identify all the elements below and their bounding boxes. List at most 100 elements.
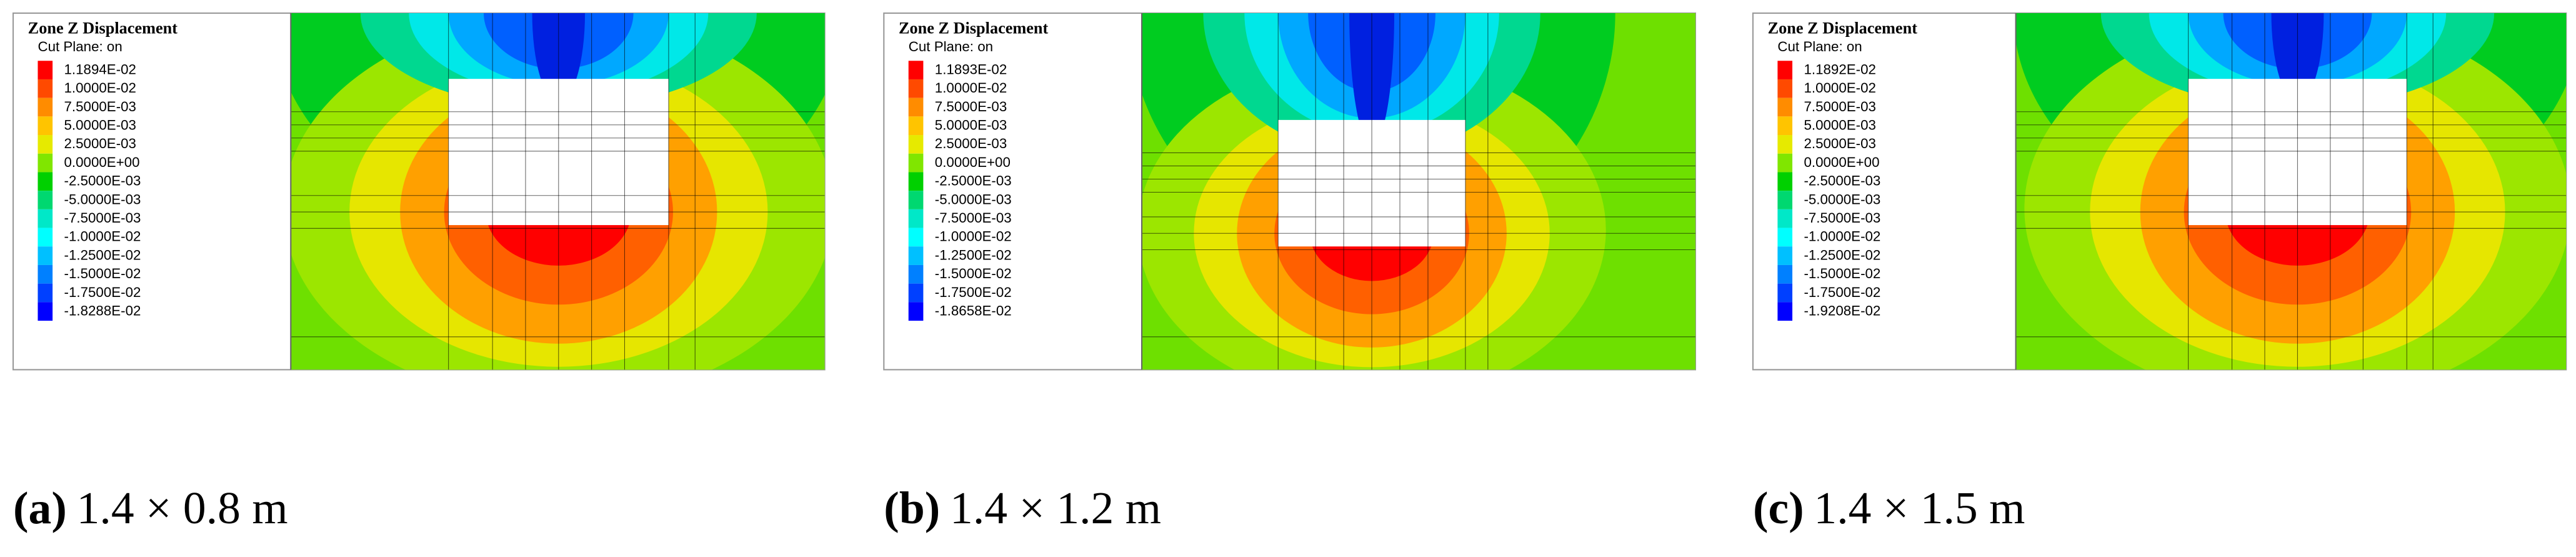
legend-subtitle: Cut Plane: on bbox=[909, 39, 993, 54]
caption-label: (a) bbox=[13, 482, 67, 533]
legend-swatch bbox=[1777, 228, 1793, 247]
contour-plot bbox=[2015, 13, 2567, 370]
legend-label: -2.5000E-03 bbox=[1804, 173, 1880, 189]
legend-label: 1.1892E-02 bbox=[1804, 61, 1875, 77]
legend-label: -1.7500E-02 bbox=[1804, 284, 1880, 300]
legend-swatch bbox=[37, 61, 53, 79]
caption-text: 1.4 × 1.5 m bbox=[1814, 482, 2025, 533]
legend-label: -1.8658E-02 bbox=[935, 303, 1012, 318]
legend-swatch bbox=[1777, 302, 1793, 321]
legend-swatch bbox=[1777, 191, 1793, 209]
legend-swatch bbox=[1777, 153, 1793, 173]
panel: Zone Z Displacement Cut Plane: on 1.1894E-… bbox=[12, 12, 826, 533]
legend-swatch bbox=[37, 116, 53, 136]
legend-label: -1.2500E-02 bbox=[64, 247, 141, 263]
legend-swatch bbox=[908, 135, 924, 154]
legend-label: -7.5000E-03 bbox=[64, 210, 141, 226]
contour-plot bbox=[291, 13, 825, 370]
legend-subtitle: Cut Plane: on bbox=[37, 39, 122, 54]
legend-title: Zone Z Displacement bbox=[28, 19, 178, 37]
legend-swatch bbox=[908, 228, 924, 247]
legend-label: -2.5000E-03 bbox=[64, 173, 141, 189]
legend-swatch bbox=[908, 172, 924, 191]
legend-swatch bbox=[1777, 79, 1793, 98]
legend-label: 5.0000E-03 bbox=[935, 117, 1007, 133]
legend-swatch bbox=[37, 135, 53, 154]
legend-label: 0.0000E+00 bbox=[64, 154, 140, 170]
legend-label: 1.1893E-02 bbox=[935, 61, 1007, 77]
legend-label: -1.5000E-02 bbox=[935, 266, 1012, 281]
legend-swatch bbox=[1777, 98, 1793, 117]
legend-label: -5.0000E-03 bbox=[935, 191, 1012, 207]
legend-swatch bbox=[1777, 172, 1793, 191]
legend-label: -1.8288E-02 bbox=[64, 303, 141, 318]
legend-label: -1.0000E-02 bbox=[64, 229, 141, 244]
legend-swatch bbox=[37, 172, 53, 191]
legend-label: -1.5000E-02 bbox=[1804, 266, 1880, 281]
legend-swatch bbox=[1777, 135, 1793, 154]
caption: (a) 1.4 × 0.8 m bbox=[13, 482, 288, 533]
legend-swatch bbox=[1777, 264, 1793, 284]
legend-label: -1.9208E-02 bbox=[1804, 303, 1880, 318]
legend-swatch bbox=[1777, 209, 1793, 228]
caption-text: 1.4 × 1.2 m bbox=[950, 482, 1161, 533]
legend-label: 5.0000E-03 bbox=[64, 117, 136, 133]
legend-label: 2.5000E-03 bbox=[1804, 136, 1875, 151]
legend-swatch bbox=[37, 283, 53, 303]
legend-swatch bbox=[908, 302, 924, 321]
legend-label: 1.0000E-02 bbox=[1804, 80, 1875, 96]
legend-label: -7.5000E-03 bbox=[935, 210, 1012, 226]
legend-swatch bbox=[908, 283, 924, 303]
caption: (b) 1.4 × 1.2 m bbox=[884, 482, 1161, 533]
legend-swatch bbox=[908, 116, 924, 136]
legend-title: Zone Z Displacement bbox=[1768, 19, 1918, 37]
legend-swatch bbox=[37, 302, 53, 321]
legend-label: 1.0000E-02 bbox=[64, 80, 136, 96]
legend-label: -5.0000E-03 bbox=[1804, 191, 1880, 207]
legend-title: Zone Z Displacement bbox=[899, 19, 1049, 37]
legend-label: -1.2500E-02 bbox=[1804, 247, 1880, 263]
legend-label: 0.0000E+00 bbox=[935, 154, 1011, 170]
legend-label: 7.5000E-03 bbox=[935, 99, 1007, 114]
legend-swatch bbox=[37, 153, 53, 173]
legend-label: -1.0000E-02 bbox=[1804, 229, 1880, 244]
legend-subtitle: Cut Plane: on bbox=[1777, 39, 1862, 54]
legend-label: 1.1894E-02 bbox=[64, 61, 136, 77]
legend-label: -1.7500E-02 bbox=[64, 284, 141, 300]
legend-swatch bbox=[908, 98, 924, 117]
legend-swatch bbox=[1777, 246, 1793, 265]
legend-swatch bbox=[908, 209, 924, 228]
caption: (c) 1.4 × 1.5 m bbox=[1753, 482, 2025, 533]
legend-label: -1.7500E-02 bbox=[935, 284, 1012, 300]
legend-swatch bbox=[37, 191, 53, 209]
legend-swatch bbox=[908, 246, 924, 265]
contour-plot bbox=[1142, 13, 1695, 370]
caption-text: 1.4 × 0.8 m bbox=[77, 482, 288, 533]
legend-swatch bbox=[37, 246, 53, 265]
legend-label: 2.5000E-03 bbox=[64, 136, 136, 151]
legend-swatch bbox=[908, 79, 924, 98]
legend-swatch bbox=[37, 79, 53, 98]
legend-label: -7.5000E-03 bbox=[1804, 210, 1880, 226]
legend-label: 2.5000E-03 bbox=[935, 136, 1007, 151]
panel: Zone Z Displacement Cut Plane: on 1.1892E-… bbox=[1752, 12, 2567, 533]
legend-swatch bbox=[37, 264, 53, 284]
legend-swatch bbox=[1777, 61, 1793, 79]
caption-label: (b) bbox=[884, 482, 940, 533]
legend-swatch bbox=[908, 61, 924, 79]
legend-label: 7.5000E-03 bbox=[1804, 99, 1875, 114]
legend-label: -2.5000E-03 bbox=[935, 173, 1012, 189]
legend-swatch bbox=[1777, 283, 1793, 303]
legend-swatch bbox=[908, 191, 924, 209]
legend-label: 1.0000E-02 bbox=[935, 80, 1007, 96]
legend-label: -5.0000E-03 bbox=[64, 191, 141, 207]
legend-label: 5.0000E-03 bbox=[1804, 117, 1875, 133]
panel: Zone Z Displacement Cut Plane: on 1.1893E-… bbox=[883, 12, 1697, 533]
legend-label: -1.0000E-02 bbox=[935, 229, 1012, 244]
legend-swatch bbox=[1777, 116, 1793, 136]
legend-label: -1.5000E-02 bbox=[64, 266, 141, 281]
legend-swatch bbox=[908, 264, 924, 284]
legend-label: 0.0000E+00 bbox=[1804, 154, 1879, 170]
legend-swatch bbox=[37, 209, 53, 228]
